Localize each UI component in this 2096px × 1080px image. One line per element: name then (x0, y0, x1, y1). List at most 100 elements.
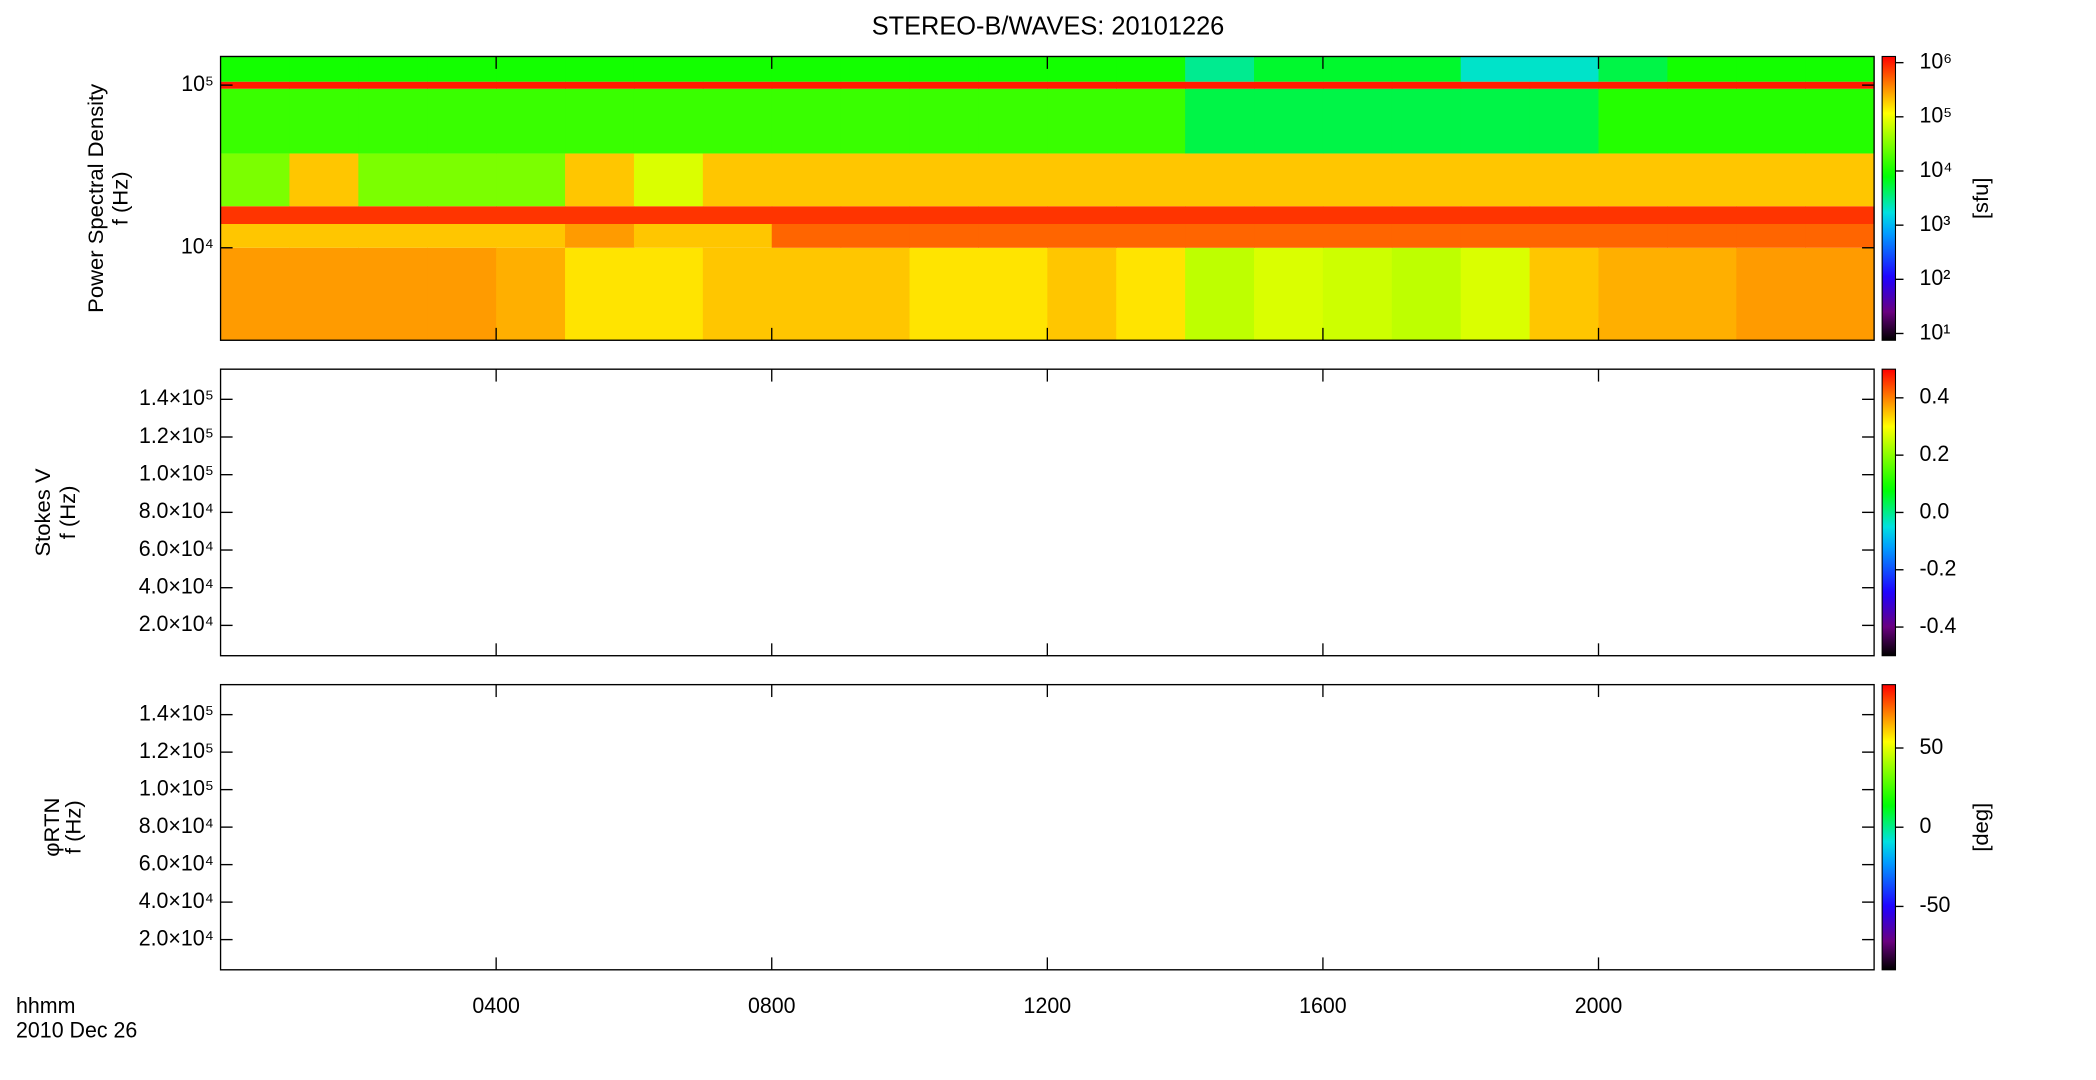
x-tick-label: 2000 (1575, 993, 1623, 1018)
heatmap-cell (565, 81, 635, 89)
heatmap-cell (702, 153, 773, 207)
heatmap-cell (633, 88, 704, 154)
heatmap-cell (840, 81, 911, 89)
heatmap-cell (358, 224, 428, 248)
heatmap-cell (633, 247, 704, 341)
heatmap-cell (1322, 81, 1393, 89)
heatmap-cell (702, 247, 773, 341)
heatmap-cell (978, 81, 1048, 89)
colorbar-tick-label: 10⁴ (1920, 157, 1953, 182)
heatmap-cell (1254, 224, 1324, 248)
y-tick-label: 4.0×10⁴ (139, 888, 214, 913)
heatmap-cell (1460, 81, 1531, 89)
heatmap-cell (1185, 206, 1255, 225)
heatmap-cell (771, 247, 842, 341)
heatmap-cell (633, 224, 704, 248)
colorbar-tick-label: -0.2 (1920, 555, 1957, 580)
heatmap-cell (220, 88, 290, 154)
heatmap-cell (358, 206, 428, 225)
heatmap-cell (1805, 56, 1875, 82)
heatmap-cell (1529, 247, 1600, 341)
heatmap-cell (1391, 88, 1462, 154)
heatmap-cell (1667, 88, 1737, 154)
heatmap-cell (840, 247, 911, 341)
heatmap-cell (1598, 81, 1668, 89)
heatmap-cell (771, 81, 842, 89)
heatmap-cell (565, 206, 635, 225)
colorbar-tick-label: 0.0 (1920, 498, 1950, 523)
y-tick-label: 2.0×10⁴ (139, 611, 214, 636)
heatmap-cell (1460, 56, 1531, 82)
heatmap-cell (1529, 153, 1600, 207)
heatmap-cell (1322, 88, 1393, 154)
heatmap-cell (1736, 56, 1806, 82)
heatmap-cell (771, 153, 842, 207)
heatmap-cell (1598, 88, 1668, 154)
colorbar-label: [deg] (1968, 803, 1993, 852)
colorbar-tick-label: 0 (1920, 813, 1932, 838)
heatmap-cell (496, 56, 566, 82)
heatmap-cell (702, 81, 773, 89)
heatmap-cell (1116, 81, 1186, 89)
chart-title: STEREO-B/WAVES: 20101226 (872, 12, 1225, 40)
heatmap-cell (1047, 153, 1117, 207)
heatmap-cell (496, 153, 566, 207)
heatmap-cell (1598, 56, 1668, 82)
heatmap-cell (1185, 224, 1255, 248)
heatmap-cell (427, 153, 497, 207)
heatmap-cell (1598, 247, 1668, 341)
heatmap-cell (1322, 206, 1393, 225)
heatmap-cell (1805, 206, 1875, 225)
heatmap-cell (220, 153, 290, 207)
heatmap-cell (1047, 224, 1117, 248)
heatmap-cell (565, 56, 635, 82)
heatmap-cell (1391, 56, 1462, 82)
colorbar-tick-label: 10¹ (1920, 319, 1951, 344)
y-axis-label: f (Hz) (61, 800, 86, 854)
heatmap-cell (702, 206, 773, 225)
heatmap-cell (1391, 224, 1462, 248)
heatmap-cell (978, 247, 1048, 341)
heatmap-cell (909, 153, 979, 207)
heatmap-cell (909, 56, 979, 82)
heatmap-cell (496, 88, 566, 154)
heatmap-cell (1667, 56, 1737, 82)
heatmap-cell (702, 56, 773, 82)
x-tick-label: 0400 (472, 993, 520, 1018)
colorbar (1881, 368, 1897, 657)
heatmap-cell (289, 153, 359, 207)
heatmap-cell (1322, 56, 1393, 82)
heatmap-cell (1116, 88, 1186, 154)
heatmap-cell (1047, 81, 1117, 89)
heatmap-cell (1736, 224, 1806, 248)
colorbar-tick-label: -0.4 (1920, 613, 1957, 638)
heatmap-cell (1805, 153, 1875, 207)
heatmap-cell (633, 153, 704, 207)
heatmap-cell (1185, 81, 1255, 89)
heatmap-cell (565, 88, 635, 154)
x-axis-label: hhmm (16, 993, 75, 1018)
heatmap-cell (220, 56, 290, 82)
heatmap-cell (289, 56, 359, 82)
colorbar-tick-label: 10³ (1920, 211, 1951, 236)
heatmap-cell (496, 206, 566, 225)
heatmap-cell (1736, 81, 1806, 89)
heatmap-cell (358, 88, 428, 154)
x-tick-label: 1200 (1024, 993, 1072, 1018)
colorbar-tick-label: 10⁶ (1920, 48, 1953, 73)
heatmap-cell (289, 224, 359, 248)
heatmap-cell (840, 56, 911, 82)
colorbar-tick-label: 0.4 (1920, 383, 1950, 408)
heatmap-cell (1116, 56, 1186, 82)
heatmap-cell (427, 206, 497, 225)
heatmap-cell (840, 153, 911, 207)
heatmap-cell (1322, 224, 1393, 248)
heatmap-cell (1529, 81, 1600, 89)
heatmap-cell (427, 81, 497, 89)
heatmap-cell (358, 247, 428, 341)
heatmap-cell (1598, 206, 1668, 225)
heatmap-cell (1460, 88, 1531, 154)
y-axis-label: φRTN (39, 798, 64, 857)
